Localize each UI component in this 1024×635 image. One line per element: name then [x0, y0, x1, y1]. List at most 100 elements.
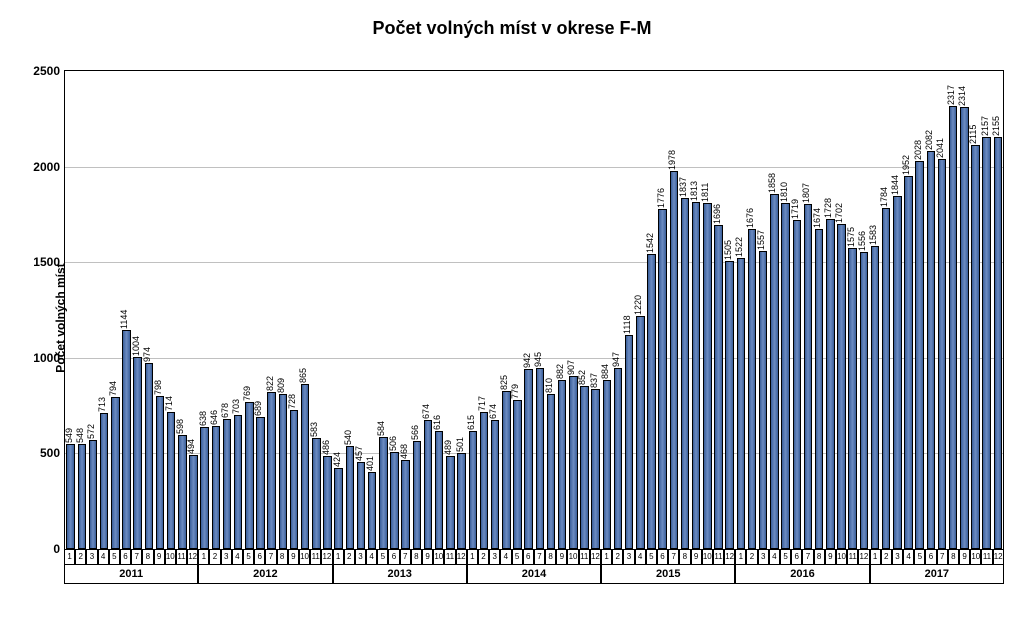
bar-slot: 2155 [992, 71, 1003, 549]
bar-slot: 1844 [892, 71, 903, 549]
bar-slot: 810 [545, 71, 556, 549]
x-tick-month: 6 [120, 550, 131, 565]
x-tick-month: 3 [489, 550, 500, 565]
bar-slot: 837 [590, 71, 601, 549]
bar-value-label: 1522 [734, 237, 744, 257]
bar-value-label: 540 [343, 430, 353, 445]
chart-container: Počet volných míst v okrese F-M Počet vo… [0, 0, 1024, 635]
bar: 769 [245, 402, 253, 549]
x-tick-month: 11 [981, 550, 992, 565]
x-tick-month: 9 [825, 550, 836, 565]
bar-slot: 646 [210, 71, 221, 549]
bar-slot: 907 [568, 71, 579, 549]
x-tick-month: 7 [937, 550, 948, 565]
bar-slot: 769 [244, 71, 255, 549]
bar-slot: 1858 [769, 71, 780, 549]
x-tick-month: 5 [243, 550, 254, 565]
bar: 947 [614, 368, 622, 549]
bar-value-label: 852 [577, 370, 587, 385]
bar-slot: 494 [188, 71, 199, 549]
bar-value-label: 494 [186, 439, 196, 454]
x-tick-month: 9 [959, 550, 970, 565]
x-tick-month: 8 [277, 550, 288, 565]
x-tick-month: 3 [86, 550, 97, 565]
x-tick-year: 2017 [870, 565, 1004, 584]
bar: 674 [424, 420, 432, 549]
bar-slot: 1776 [657, 71, 668, 549]
chart-title: Počet volných míst v okrese F-M [0, 18, 1024, 39]
x-tick-month: 12 [858, 550, 869, 565]
bar-slot: 1542 [646, 71, 657, 549]
bar-value-label: 1728 [823, 198, 833, 218]
bar-slot: 703 [233, 71, 244, 549]
x-tick-month: 3 [892, 550, 903, 565]
bar-slot: 689 [255, 71, 266, 549]
bar-slot: 489 [445, 71, 456, 549]
bar: 2155 [994, 137, 1002, 549]
bar-slot: 942 [523, 71, 534, 549]
bar-slot: 947 [612, 71, 623, 549]
bar-slot: 506 [389, 71, 400, 549]
bar: 1784 [882, 208, 890, 549]
bar-slot: 1784 [881, 71, 892, 549]
x-tick-month: 9 [288, 550, 299, 565]
bar-value-label: 1776 [656, 188, 666, 208]
x-tick-month: 3 [758, 550, 769, 565]
bar-value-label: 947 [611, 352, 621, 367]
bar-value-label: 714 [164, 396, 174, 411]
bar-value-label: 1978 [667, 150, 677, 170]
bar: 907 [569, 376, 577, 549]
x-tick-month: 8 [948, 550, 959, 565]
x-tick-month: 10 [165, 550, 176, 565]
bar: 401 [368, 472, 376, 549]
bar-slot: 1004 [132, 71, 143, 549]
bar-value-label: 457 [354, 446, 364, 461]
bar: 1702 [837, 224, 845, 549]
bar-value-label: 1813 [689, 181, 699, 201]
bar: 865 [301, 384, 309, 549]
bar-value-label: 2041 [935, 138, 945, 158]
bar-slot: 468 [400, 71, 411, 549]
plot-area: 5495485727137941144100497479871459849463… [64, 70, 1004, 550]
bar-value-label: 548 [75, 428, 85, 443]
bar-value-label: 584 [376, 421, 386, 436]
x-tick-month: 12 [993, 550, 1004, 565]
x-tick-month: 4 [366, 550, 377, 565]
bar-slot: 1583 [869, 71, 880, 549]
x-tick-month: 5 [109, 550, 120, 565]
bar: 1676 [748, 229, 756, 549]
x-tick-month: 8 [411, 550, 422, 565]
bar-value-label: 689 [253, 401, 263, 416]
bar-value-label: 489 [443, 439, 453, 454]
bar-slot: 822 [266, 71, 277, 549]
x-tick-month: 11 [579, 550, 590, 565]
bar-slot: 865 [300, 71, 311, 549]
bar-slot: 584 [378, 71, 389, 549]
x-tick-month: 3 [355, 550, 366, 565]
bar-value-label: 616 [432, 415, 442, 430]
bar-value-label: 865 [298, 368, 308, 383]
bar: 942 [524, 369, 532, 549]
bar: 457 [357, 462, 365, 549]
bar: 1583 [871, 246, 879, 549]
bars-group: 5495485727137941144100497479871459849463… [65, 71, 1003, 549]
x-tick-month: 12 [724, 550, 735, 565]
bar-slot: 583 [311, 71, 322, 549]
bar-value-label: 717 [477, 396, 487, 411]
bar: 566 [413, 441, 421, 549]
x-tick-month: 1 [870, 550, 881, 565]
bar: 794 [111, 397, 119, 549]
bar: 1674 [815, 229, 823, 549]
bar-slot: 2041 [936, 71, 947, 549]
bar-slot: 1978 [668, 71, 679, 549]
bar-slot: 1674 [814, 71, 825, 549]
bar-slot: 1807 [802, 71, 813, 549]
bar: 1952 [904, 176, 912, 549]
bar: 572 [89, 440, 97, 549]
bar: 825 [502, 391, 510, 549]
bar-slot: 540 [344, 71, 355, 549]
bar-slot: 714 [166, 71, 177, 549]
bar-value-label: 769 [242, 386, 252, 401]
bar-slot: 1522 [735, 71, 746, 549]
bar: 822 [267, 392, 275, 549]
